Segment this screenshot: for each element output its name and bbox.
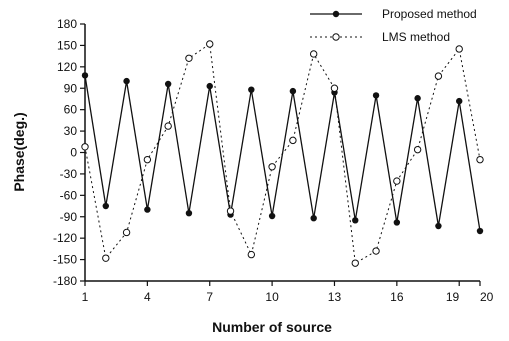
data-point-proposed [81, 72, 89, 79]
data-point-proposed [456, 97, 463, 105]
x-tick-label: 7 [206, 290, 213, 304]
data-point-lms [309, 50, 318, 58]
y-tick-label: 180 [57, 17, 77, 31]
data-point-lms [289, 136, 297, 145]
data-point-proposed [144, 206, 151, 213]
y-tick-label: -180 [53, 274, 77, 288]
y-tick-label: -60 [60, 188, 78, 202]
data-point-proposed [352, 217, 359, 224]
data-point-lms [143, 155, 152, 164]
data-point-lms [81, 143, 89, 151]
data-point-lms [206, 40, 214, 48]
data-point-lms [413, 145, 422, 154]
x-tick-label: 1 [82, 290, 89, 304]
data-point-proposed [164, 80, 172, 88]
data-point-proposed [248, 86, 255, 93]
data-point-lms [393, 177, 401, 185]
x-tick-label: 10 [265, 290, 279, 304]
legend-marker-lms [332, 33, 340, 41]
y-tick-label: -150 [53, 253, 77, 267]
y-tick-label: 60 [64, 103, 78, 117]
data-point-lms [351, 259, 359, 267]
data-point-lms [330, 84, 339, 92]
data-point-lms [434, 72, 443, 80]
y-tick-label: 120 [57, 60, 77, 74]
data-point-proposed [102, 202, 109, 210]
y-tick-label: -90 [60, 210, 78, 224]
y-tick-label: 0 [70, 146, 77, 160]
data-point-proposed [310, 214, 317, 222]
x-tick-label: 16 [390, 290, 404, 304]
y-tick-label: -120 [53, 231, 77, 245]
x-tick-label: 20 [480, 290, 494, 304]
legend: Proposed method LMS method [310, 7, 477, 44]
data-point-proposed [435, 222, 442, 230]
data-point-lms [122, 228, 131, 237]
data-point-lms [164, 122, 172, 130]
x-ticks: 1 4 7 10 13 16 19 20 [82, 281, 494, 304]
data-point-lms [226, 207, 235, 215]
series-layer [81, 40, 484, 267]
series-line-lms [84, 43, 481, 265]
y-tick-label: 150 [57, 38, 77, 52]
data-point-lms [185, 54, 193, 62]
data-point-proposed [289, 87, 297, 95]
data-point-proposed [206, 82, 213, 90]
data-point-lms [372, 247, 380, 255]
data-point-lms [268, 163, 276, 171]
data-point-lms [476, 155, 484, 164]
data-point-proposed [123, 77, 130, 85]
x-tick-label: 13 [328, 290, 342, 304]
data-point-proposed [393, 219, 401, 226]
y-ticks: 180 150 120 90 60 30 0 -30 -60 -90 -120 -150 -180 [53, 17, 85, 288]
x-axis-title: Number of source [212, 319, 332, 335]
y-tick-label: 90 [64, 81, 78, 95]
data-point-proposed [185, 209, 193, 217]
legend-label-proposed: Proposed method [382, 7, 477, 21]
data-point-lms [247, 250, 256, 259]
y-tick-label: -30 [60, 167, 78, 181]
legend-label-lms: LMS method [382, 30, 450, 44]
x-tick-label: 19 [446, 290, 460, 304]
y-axis-title: Phase(deg.) [11, 112, 27, 191]
data-point-lms [102, 254, 110, 262]
y-tick-label: 30 [64, 124, 78, 138]
data-point-lms [455, 45, 463, 53]
data-point-proposed [414, 95, 421, 102]
data-point-proposed [268, 212, 276, 220]
data-point-proposed [476, 227, 484, 235]
x-tick-label: 4 [144, 290, 151, 304]
data-point-proposed [372, 92, 380, 99]
legend-marker-proposed [332, 10, 340, 18]
